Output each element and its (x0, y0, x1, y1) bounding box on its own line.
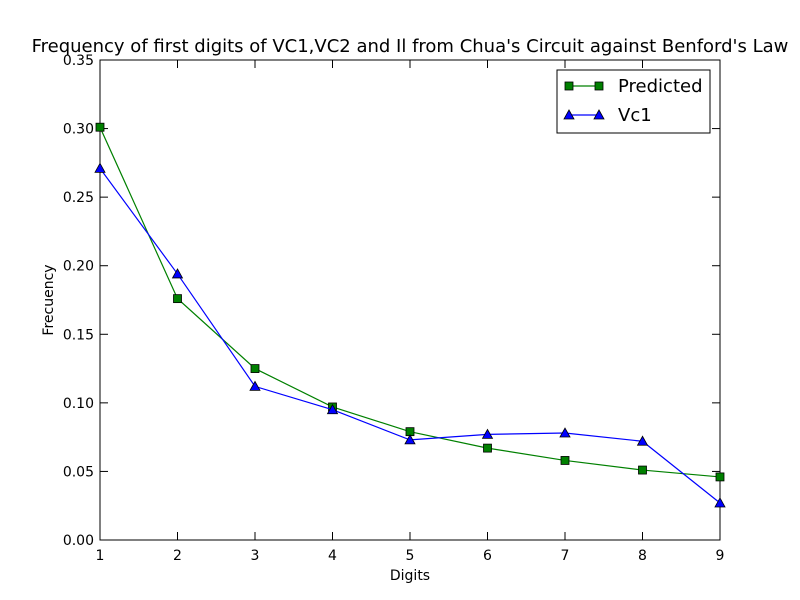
series-point-predicted-marker (250, 364, 260, 373)
legend-vc1-marker (563, 109, 575, 120)
y-tick-label: 0.30 (63, 122, 94, 138)
series-point-vc1-marker (326, 403, 339, 415)
legend-label-vc1: Vc1 (618, 105, 652, 126)
x-tick-label: 7 (561, 548, 570, 564)
legend-label-predicted: Predicted (618, 76, 703, 97)
series-line-vc1 (99, 167, 721, 504)
x-tick-label: 9 (716, 548, 725, 564)
series-point-vc1-marker (404, 434, 416, 445)
series-point-predicted-marker (483, 443, 492, 453)
axis-ticks: 1 2 3 4 5 6 7 8 9 0.00 0.05 0.10 0.15 0.20 0.25 0.30 0.3… (63, 53, 725, 564)
series-point-vc1-marker (94, 162, 106, 173)
y-tick-label: 0.20 (63, 259, 94, 275)
y-tick-label: 0.15 (63, 327, 94, 343)
y-tick-label: 0.00 (63, 533, 94, 549)
series-point-predicted-marker (173, 294, 182, 304)
y-tick-label: 0.35 (63, 53, 94, 69)
legend-entry-predicted: Predicted (564, 76, 703, 97)
x-tick-label: 4 (328, 548, 337, 564)
series-point-predicted-marker (95, 122, 105, 132)
y-tick-label: 0.10 (63, 396, 94, 412)
legend-predicted-marker (594, 81, 604, 91)
series-point-predicted-marker (560, 456, 570, 465)
series-point-vc1-marker (636, 435, 649, 446)
y-tick-label: 0.05 (63, 464, 94, 480)
x-tick-label: 2 (173, 548, 182, 564)
chart-title: Frequency of first digits of VC1,VC2 and… (32, 36, 789, 57)
legend-predicted-marker (564, 81, 574, 91)
series-predicted (95, 122, 725, 482)
series-point-vc1-marker (249, 380, 261, 391)
x-tick-label: 3 (251, 548, 260, 564)
series-point-predicted-marker (715, 472, 725, 482)
legend-entry-vc1: Vc1 (563, 105, 652, 126)
x-tick-label: 8 (638, 548, 647, 564)
series-point-vc1-marker (559, 427, 571, 438)
series-point-predicted-marker (638, 465, 647, 475)
series-point-vc1-marker (481, 428, 494, 439)
x-tick-label: 1 (96, 548, 105, 564)
x-tick-label: 5 (406, 548, 415, 564)
series-vc1 (94, 162, 726, 508)
x-axis-label: Digits (390, 568, 430, 584)
legend: Predicted Vc1 (556, 69, 711, 134)
legend-box (556, 69, 711, 134)
y-axis-label: Frecuency (41, 264, 57, 335)
series-line-predicted (99, 126, 721, 478)
series-point-vc1-marker (171, 268, 184, 279)
series-point-vc1-marker (714, 497, 726, 508)
series-layer (94, 122, 726, 508)
x-tick-label: 6 (483, 548, 492, 564)
legend-vc1-marker (593, 109, 605, 120)
y-tick-label: 0.25 (63, 190, 94, 206)
